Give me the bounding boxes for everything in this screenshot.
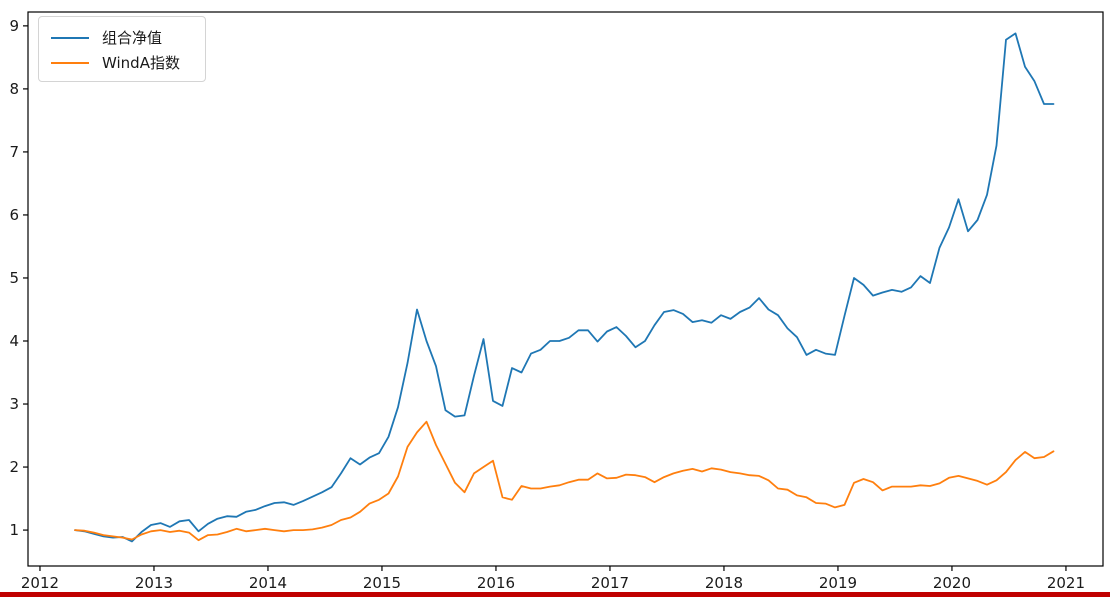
winda-line-swatch-icon: [51, 61, 89, 64]
x-tick-label: 2014: [249, 574, 287, 592]
x-tick-label: 2019: [819, 574, 857, 592]
x-tick-label: 2016: [477, 574, 515, 592]
y-tick-label: 2: [9, 458, 19, 476]
legend-item-portfolio: 组合净值: [49, 26, 195, 50]
y-tick-label: 3: [9, 395, 19, 413]
y-tick-label: 1: [9, 521, 19, 539]
x-tick-label: 2018: [705, 574, 743, 592]
y-tick-label: 5: [9, 269, 19, 287]
y-tick-label: 6: [9, 206, 19, 224]
bottom-red-bar: [0, 592, 1110, 597]
x-tick-label: 2012: [21, 574, 59, 592]
y-tick-label: 4: [9, 332, 19, 350]
x-tick-label: 2020: [933, 574, 971, 592]
chart-legend: 组合净值 WindA指数: [38, 16, 206, 82]
x-tick-label: 2021: [1047, 574, 1085, 592]
x-tick-label: 2017: [591, 574, 629, 592]
y-tick-label: 8: [9, 80, 19, 98]
y-tick-label: 9: [9, 17, 19, 35]
portfolio-line-swatch-icon: [51, 36, 89, 39]
plot-border: [27, 11, 1104, 567]
x-tick-label: 2013: [135, 574, 173, 592]
winda-index-line: [74, 420, 1055, 542]
y-tick-label: 7: [9, 143, 19, 161]
x-tick-label: 2015: [363, 574, 401, 592]
legend-item-winda: WindA指数: [49, 51, 195, 75]
legend-label-portfolio: 组合净值: [102, 29, 163, 47]
portfolio-net-value-line: [74, 32, 1055, 543]
legend-label-winda: WindA指数: [102, 54, 180, 72]
